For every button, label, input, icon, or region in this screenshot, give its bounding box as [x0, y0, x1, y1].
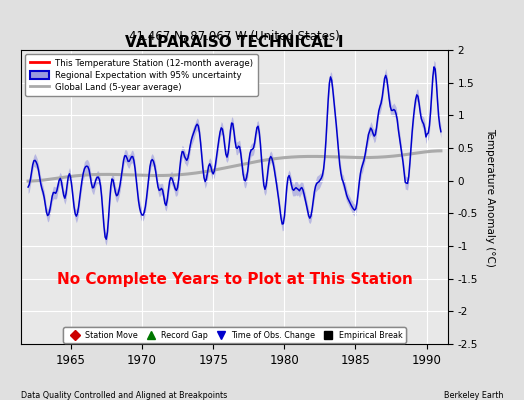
- Text: Berkeley Earth: Berkeley Earth: [444, 391, 503, 400]
- Y-axis label: Temperature Anomaly (°C): Temperature Anomaly (°C): [485, 128, 495, 266]
- Text: No Complete Years to Plot at This Station: No Complete Years to Plot at This Statio…: [57, 272, 412, 287]
- Text: Data Quality Controlled and Aligned at Breakpoints: Data Quality Controlled and Aligned at B…: [21, 391, 227, 400]
- Title: VALPARAISO TECHNICAL I: VALPARAISO TECHNICAL I: [125, 35, 344, 50]
- Text: 41.467 N, 87.067 W (United States): 41.467 N, 87.067 W (United States): [129, 30, 340, 43]
- Legend: Station Move, Record Gap, Time of Obs. Change, Empirical Break: Station Move, Record Gap, Time of Obs. C…: [63, 328, 406, 343]
